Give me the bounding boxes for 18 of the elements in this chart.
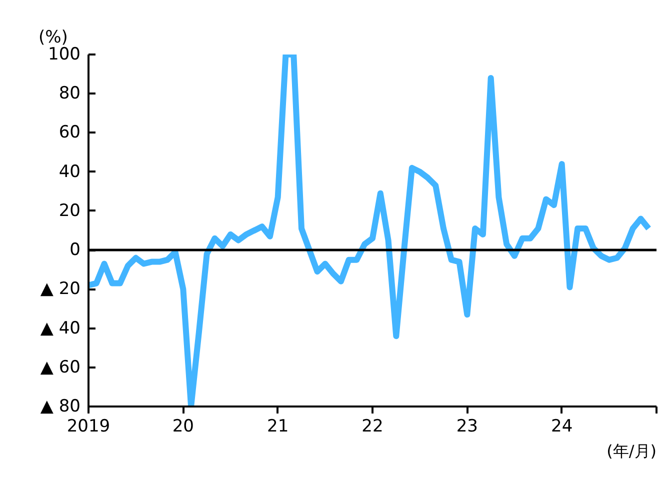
y-tick-label: 100 — [48, 44, 81, 64]
y-tick-label: 0 — [70, 240, 81, 260]
x-tick-label: 24 — [551, 416, 573, 436]
x-tick-label: 22 — [362, 416, 384, 436]
y-axis-title: (%) — [38, 28, 68, 48]
y-tick-label: ▲ 80 — [40, 396, 80, 416]
x-tick-label: 21 — [267, 416, 289, 436]
y-tick-label: ▲ 20 — [40, 279, 80, 300]
y-tick-label: ▲ 40 — [40, 318, 80, 338]
y-tick-label: ▲ 60 — [40, 357, 80, 378]
y-tick-label: 20 — [58, 200, 81, 221]
x-tick-label: 23 — [456, 416, 478, 436]
y-tick-label: 60 — [58, 122, 81, 143]
x-tick-label: 20 — [172, 416, 194, 436]
y-tick-label: 40 — [58, 162, 81, 182]
x-tick-label: 2019 — [66, 416, 110, 436]
y-tick-label: 80 — [58, 84, 81, 104]
x-axis-title: (年/月) — [606, 442, 656, 460]
